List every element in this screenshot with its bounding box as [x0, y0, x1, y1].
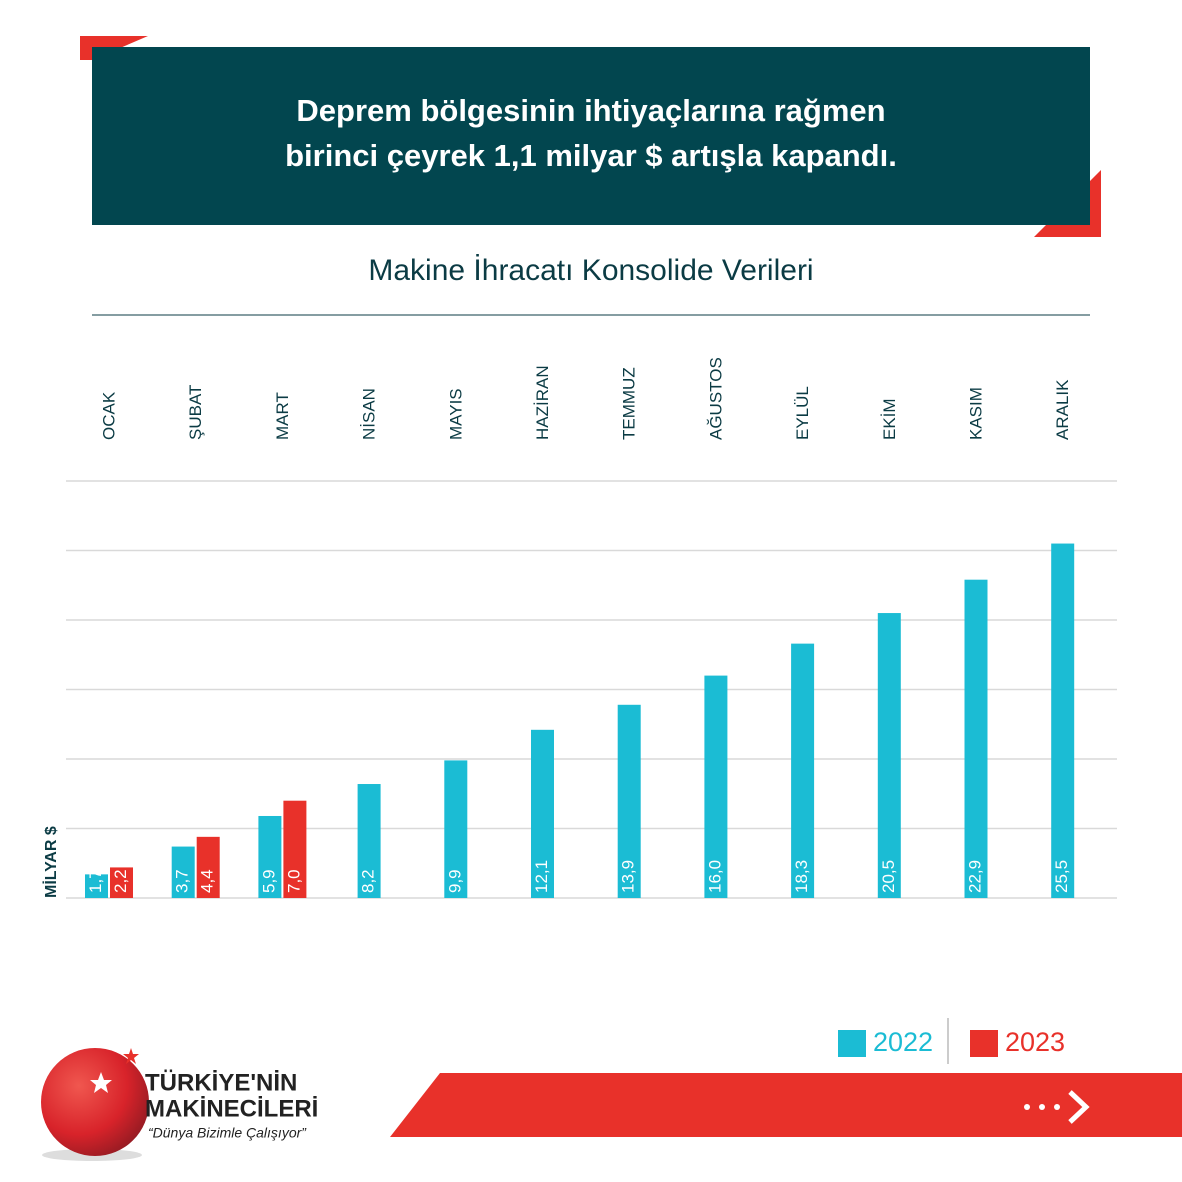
legend-swatch	[970, 1030, 998, 1057]
dot	[1039, 1104, 1045, 1110]
value-label: 3,7	[173, 869, 192, 893]
x-tick-label: ŞUBAT	[186, 385, 205, 440]
footer-band	[390, 1073, 1182, 1137]
logo-star	[123, 1048, 139, 1064]
x-tick-label: AĞUSTOS	[706, 357, 725, 440]
dot	[1024, 1104, 1030, 1110]
bar	[531, 729, 554, 898]
value-label: 9,9	[445, 869, 464, 893]
legend: 2022 2023	[838, 1027, 1065, 1057]
bar	[444, 760, 468, 898]
dot	[1054, 1104, 1060, 1110]
value-label: 2,2	[111, 869, 130, 893]
bar	[1051, 543, 1075, 898]
legend-swatch	[838, 1030, 866, 1057]
bar	[110, 867, 133, 898]
bar	[85, 874, 108, 898]
x-tick-label: HAZİRAN	[533, 365, 552, 440]
bar	[791, 643, 815, 898]
logo-text: TÜRKİYE'NİN	[145, 1069, 297, 1096]
value-label: 25,5	[1052, 860, 1071, 893]
x-tick-label: MART	[273, 392, 292, 440]
value-label: 7,0	[284, 869, 303, 893]
logo-tagline: “Dünya Bizimle Çalışıyor”	[148, 1125, 307, 1141]
header-line: Deprem bölgesinin ihtiyaçlarına rağmen	[296, 93, 885, 128]
y-axis-label: MİLYAR $	[42, 826, 60, 898]
bar	[283, 800, 307, 898]
logo-ball	[41, 1048, 149, 1156]
chart-title: Makine İhracatı Konsolide Verileri	[368, 254, 813, 287]
value-label: 22,9	[965, 860, 984, 893]
x-tick-label: TEMMUZ	[620, 367, 639, 440]
x-tick-label: KASIM	[966, 387, 985, 440]
logo-star	[90, 1072, 112, 1093]
value-label: 5,9	[259, 869, 278, 893]
x-tick-label: MAYIS	[446, 388, 465, 440]
bar	[964, 579, 988, 898]
value-label: 16,0	[705, 860, 724, 893]
bar	[171, 846, 195, 898]
x-tick-label: OCAK	[99, 391, 118, 440]
bar	[617, 704, 641, 898]
bar	[196, 836, 220, 898]
value-label: 8,2	[359, 869, 378, 893]
value-label: 13,9	[619, 860, 638, 893]
header-box	[92, 47, 1090, 225]
value-label: 12,1	[532, 860, 551, 893]
value-label: 1,7	[86, 869, 105, 893]
value-label: 4,4	[198, 869, 217, 893]
value-label: 20,5	[879, 860, 898, 893]
legend-label: 2023	[1005, 1027, 1065, 1057]
plot: OCAK 1,7 2,2 ŞUBAT 3,7 4,4 MART 5,9 7,0 NİSAN 8,2 M…	[66, 357, 1117, 899]
arrow-icon	[1068, 1090, 1090, 1124]
bar	[357, 784, 381, 898]
x-tick-label: ARALIK	[1053, 379, 1072, 440]
x-tick-label: NİSAN	[360, 388, 379, 440]
value-label: 18,3	[792, 860, 811, 893]
bar	[258, 815, 282, 898]
bar	[877, 613, 901, 898]
x-tick-label: EKİM	[880, 398, 899, 440]
logo-text: MAKİNECİLERİ	[145, 1095, 318, 1122]
header-line: birinci çeyrek 1,1 milyar $ artışla kapa…	[285, 138, 897, 173]
legend-label: 2022	[873, 1027, 933, 1057]
x-tick-label: EYLÜL	[793, 386, 812, 440]
bar	[704, 675, 728, 898]
